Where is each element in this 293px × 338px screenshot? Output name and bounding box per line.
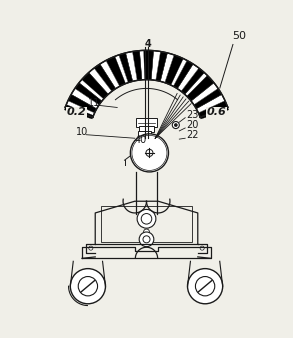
Circle shape — [139, 232, 154, 247]
Polygon shape — [100, 61, 120, 89]
Text: 4: 4 — [144, 39, 151, 49]
Bar — [139, 126, 154, 132]
Polygon shape — [64, 104, 93, 119]
Polygon shape — [191, 83, 218, 105]
Polygon shape — [181, 68, 204, 94]
Circle shape — [137, 210, 156, 228]
Polygon shape — [200, 104, 229, 119]
Polygon shape — [112, 55, 128, 84]
Polygon shape — [194, 89, 222, 109]
Polygon shape — [177, 64, 199, 91]
Bar — [145, 131, 151, 143]
Polygon shape — [188, 77, 214, 101]
Circle shape — [146, 149, 153, 156]
Circle shape — [78, 276, 98, 296]
Circle shape — [144, 229, 149, 235]
Circle shape — [70, 269, 105, 304]
Text: 20: 20 — [186, 120, 198, 130]
Circle shape — [143, 236, 150, 243]
Circle shape — [130, 134, 168, 172]
Text: 10: 10 — [76, 127, 88, 137]
Polygon shape — [82, 75, 106, 99]
Polygon shape — [106, 57, 124, 86]
Polygon shape — [156, 51, 167, 81]
Polygon shape — [132, 51, 142, 80]
Polygon shape — [196, 94, 225, 113]
Polygon shape — [68, 94, 97, 113]
Polygon shape — [160, 53, 174, 82]
Circle shape — [89, 246, 93, 250]
Polygon shape — [139, 50, 146, 80]
Polygon shape — [198, 101, 228, 117]
Text: 22: 22 — [186, 130, 199, 140]
Text: 23: 23 — [186, 110, 198, 120]
Circle shape — [200, 246, 204, 250]
Polygon shape — [79, 77, 105, 101]
Polygon shape — [169, 57, 187, 86]
Polygon shape — [71, 89, 99, 109]
Polygon shape — [65, 101, 95, 117]
Text: 40: 40 — [135, 135, 147, 145]
Text: 0.2: 0.2 — [66, 107, 86, 117]
Polygon shape — [110, 56, 126, 85]
Bar — [136, 118, 157, 126]
Polygon shape — [187, 75, 211, 99]
Polygon shape — [173, 61, 193, 89]
Text: 0.6: 0.6 — [207, 107, 227, 117]
Circle shape — [141, 214, 152, 224]
Polygon shape — [167, 56, 183, 85]
Polygon shape — [146, 50, 154, 80]
Polygon shape — [144, 50, 149, 80]
Polygon shape — [84, 73, 108, 98]
Circle shape — [188, 269, 223, 304]
Bar — [138, 131, 145, 143]
Polygon shape — [94, 64, 116, 91]
Polygon shape — [89, 68, 112, 94]
Text: 50: 50 — [232, 31, 246, 41]
Circle shape — [195, 276, 215, 296]
Polygon shape — [165, 55, 181, 84]
Bar — [101, 206, 192, 242]
Polygon shape — [126, 51, 137, 81]
Polygon shape — [185, 73, 209, 98]
Polygon shape — [75, 83, 102, 105]
Text: 11: 11 — [88, 98, 100, 108]
Circle shape — [172, 122, 179, 128]
Circle shape — [174, 124, 177, 126]
Polygon shape — [119, 53, 133, 82]
Polygon shape — [151, 51, 161, 80]
